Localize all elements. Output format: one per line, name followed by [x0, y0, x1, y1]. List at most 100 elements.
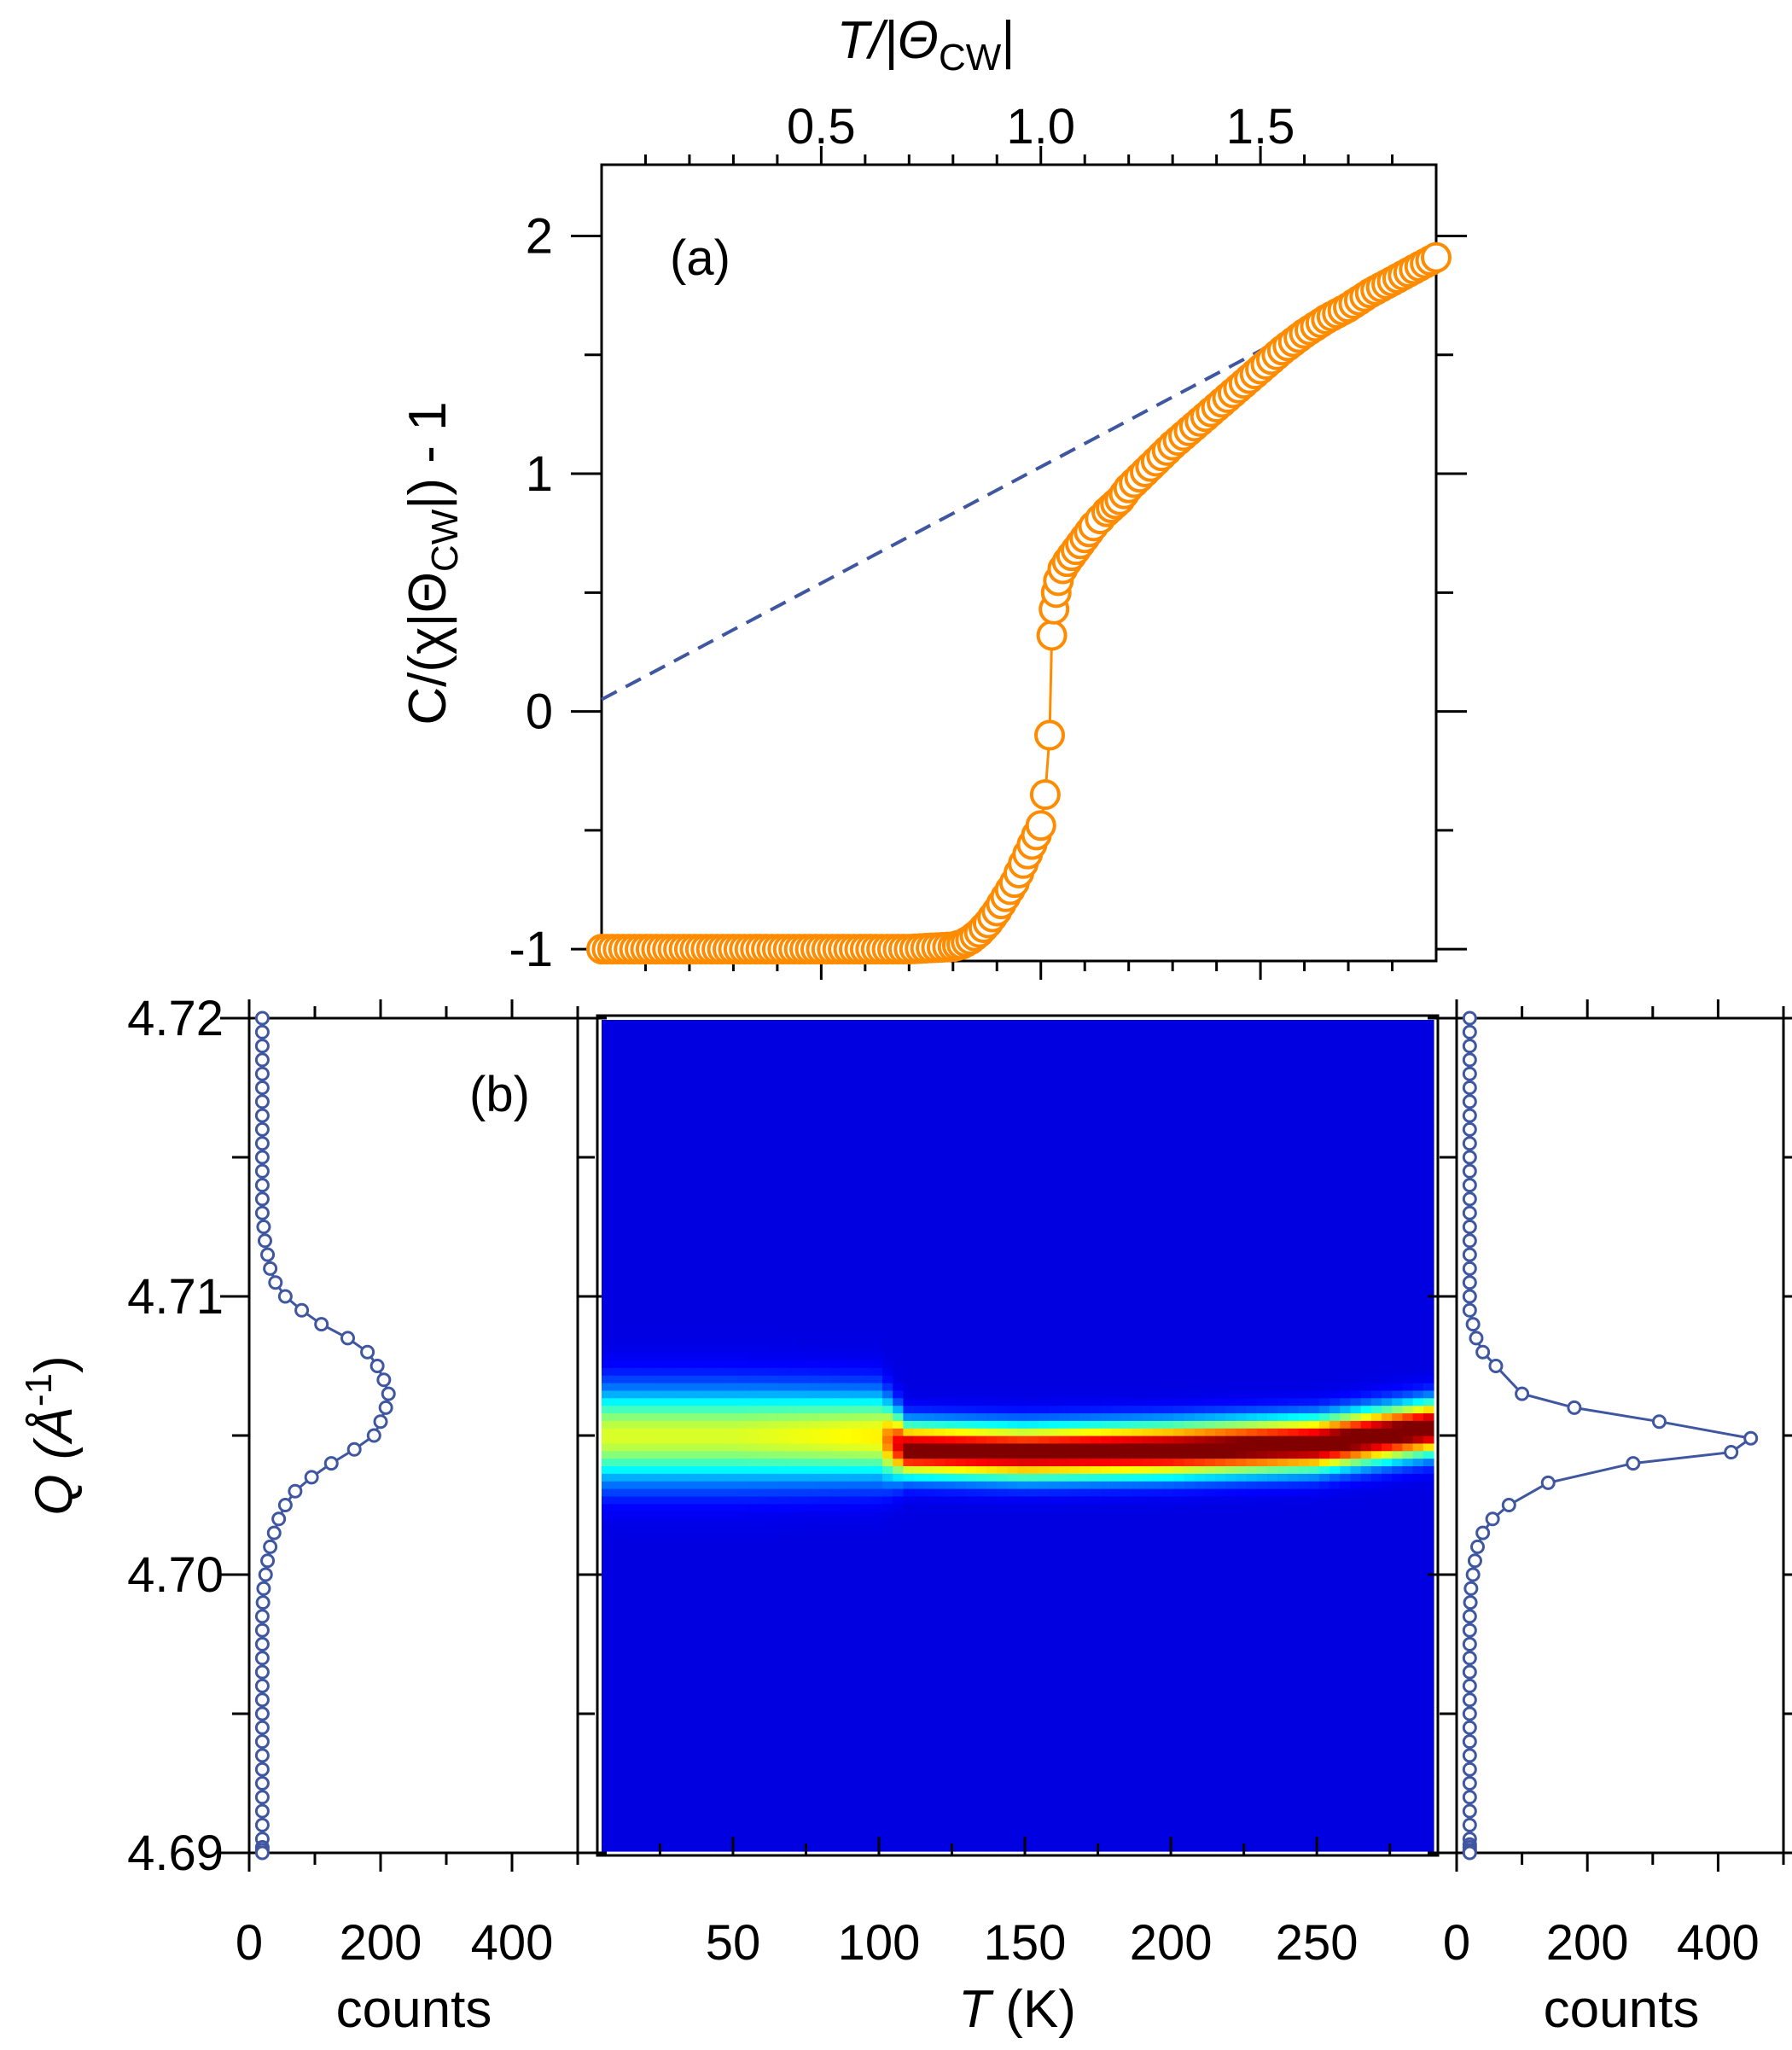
heatmap-cell: [622, 1201, 634, 1209]
heatmap-cell: [809, 1231, 821, 1240]
heatmap-cell: [612, 1791, 623, 1799]
heatmap-cell: [799, 1481, 811, 1489]
heatmap-cell: [965, 1579, 977, 1587]
heatmap-cell: [871, 1548, 883, 1558]
heatmap-cell: [684, 1564, 696, 1572]
heatmap-cell: [632, 1820, 644, 1830]
heatmap-cell: [903, 1072, 915, 1081]
heatmap-cell: [632, 1609, 644, 1618]
heatmap-cell: [653, 1540, 665, 1550]
heatmap-cell: [841, 1140, 852, 1150]
heatmap-cell: [757, 1254, 769, 1262]
heatmap-cell: [664, 1277, 675, 1285]
heatmap-cell: [861, 1805, 873, 1814]
heatmap-cell: [736, 1828, 748, 1837]
heatmap-cell: [757, 1072, 769, 1081]
heatmap-cell: [1027, 1330, 1039, 1338]
heatmap-cell: [923, 1722, 935, 1731]
heatmap-cell: [893, 1540, 905, 1550]
heatmap-cell: [830, 1692, 841, 1701]
heatmap-cell: [768, 1216, 779, 1225]
heatmap-cell: [684, 1601, 696, 1610]
heatmap-cell: [799, 1185, 811, 1195]
heatmap-cell: [986, 1632, 998, 1640]
heatmap-cell: [913, 1646, 925, 1656]
heatmap-cell: [1027, 1685, 1039, 1693]
heatmap-cell: [664, 1087, 675, 1097]
heatmap-cell: [643, 1722, 655, 1731]
heatmap-cell: [965, 1715, 977, 1724]
heatmap-cell: [674, 1481, 686, 1489]
heatmap-cell: [768, 1836, 779, 1844]
heatmap-cell: [674, 1488, 686, 1497]
heatmap-cell: [674, 1662, 686, 1671]
heatmap-cell: [705, 1548, 717, 1558]
heatmap-cell: [747, 1805, 759, 1814]
heatmap-cell: [851, 1616, 863, 1625]
heatmap-cell: [602, 1511, 613, 1519]
heatmap-cell: [893, 1156, 905, 1164]
heatmap-cell: [1017, 1587, 1029, 1595]
heatmap-cell: [945, 1337, 956, 1346]
heatmap-cell: [893, 1601, 905, 1610]
heatmap-cell: [851, 1428, 863, 1436]
heatmap-cell: [819, 1140, 831, 1150]
heatmap-cell: [903, 1103, 915, 1111]
heatmap-cell: [830, 1314, 841, 1323]
heatmap-cell: [1007, 1805, 1019, 1814]
heatmap-cell: [757, 1330, 769, 1338]
heatmap-cell: [768, 1269, 779, 1278]
heatmap-cell: [997, 1020, 1008, 1028]
heatmap-cell: [913, 1314, 925, 1323]
heatmap-cell: [653, 1715, 665, 1724]
heatmap-cell: [788, 1836, 800, 1844]
heatmap-cell: [945, 1224, 956, 1232]
heatmap-cell: [632, 1178, 644, 1187]
heatmap-cell: [799, 1662, 811, 1671]
heatmap-cell: [664, 1488, 675, 1497]
heatmap-cell: [632, 1352, 644, 1361]
heatmap-cell: [622, 1269, 634, 1278]
heatmap-cell: [716, 1344, 727, 1354]
heatmap-cell: [736, 1699, 748, 1709]
heatmap-cell: [632, 1571, 644, 1580]
heatmap-cell: [945, 1246, 956, 1255]
heatmap-cell: [674, 1579, 686, 1587]
heatmap-cell: [643, 1699, 655, 1709]
heatmap-cell: [861, 1775, 873, 1784]
heatmap-cell: [799, 1820, 811, 1830]
heatmap-cell: [809, 1587, 821, 1595]
heatmap-cell: [841, 1662, 852, 1671]
heatmap-cell: [851, 1307, 863, 1315]
heatmap-cell: [975, 1540, 987, 1550]
heatmap-cell: [705, 1057, 717, 1066]
heatmap-cell: [893, 1730, 905, 1738]
heatmap-cell: [1027, 1458, 1039, 1467]
heatmap-cell: [830, 1843, 841, 1852]
heatmap-cell: [934, 1458, 945, 1467]
heatmap-cell: [1027, 1760, 1039, 1769]
heatmap-cell: [841, 1707, 852, 1716]
heatmap-cell: [705, 1745, 717, 1754]
heatmap-cell: [1007, 1277, 1019, 1285]
heatmap-cell: [923, 1238, 935, 1248]
heatmap-cell: [664, 1284, 675, 1293]
heatmap-cell: [871, 1360, 883, 1368]
heatmap-cell: [632, 1624, 644, 1633]
heatmap-cell: [612, 1299, 623, 1308]
heatmap-cell: [632, 1133, 644, 1142]
heatmap-cell: [934, 1420, 945, 1429]
heatmap-cell: [809, 1654, 821, 1663]
heatmap-cell: [705, 1791, 717, 1799]
heatmap-cell: [1027, 1254, 1039, 1262]
heatmap-cell: [788, 1738, 800, 1746]
heatmap-cell: [923, 1383, 935, 1391]
heatmap-cell: [1027, 1836, 1039, 1844]
heatmap-cell: [955, 1828, 967, 1837]
heatmap-cell: [871, 1307, 883, 1315]
profile-point: [254, 1178, 270, 1193]
heatmap-cell: [705, 1246, 717, 1255]
heatmap-cell: [903, 1224, 915, 1232]
heatmap-cell: [923, 1752, 935, 1762]
heatmap-cell: [809, 1534, 821, 1542]
